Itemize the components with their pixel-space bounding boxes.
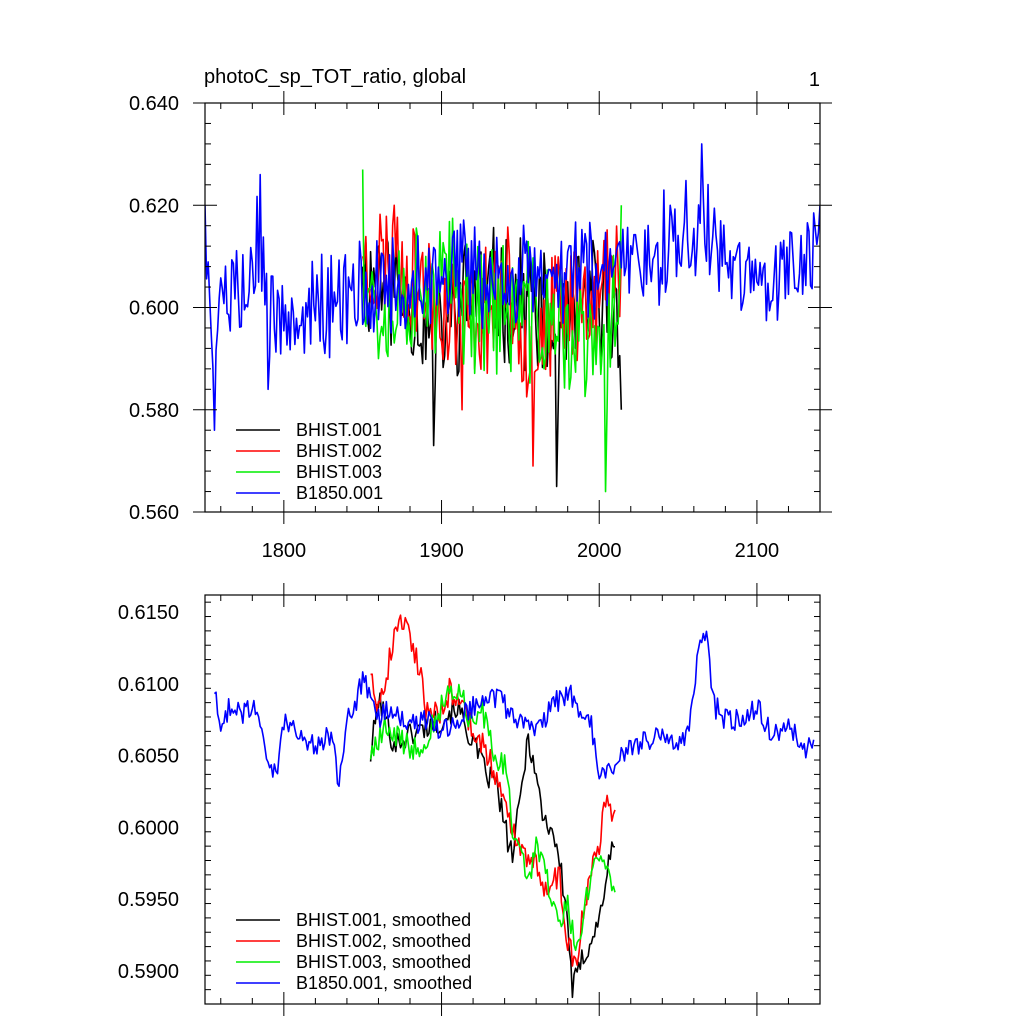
legend-label: BHIST.003 — [296, 462, 382, 482]
y-tick-label: 0.620 — [129, 195, 179, 217]
legend-label: BHIST.002, smoothed — [296, 931, 471, 951]
plot-frame — [204, 594, 821, 1005]
x-tick-label: 1900 — [419, 540, 464, 562]
series-line-4 — [213, 630, 815, 787]
y-tick-label: 0.5950 — [118, 889, 179, 911]
x-tick-label: 1800 — [262, 540, 307, 562]
legend-label: BHIST.003, smoothed — [296, 952, 471, 972]
y-tick-label: 0.640 — [129, 93, 179, 115]
x-tick-label: 2000 — [577, 540, 622, 562]
series-line-2 — [370, 614, 616, 967]
y-tick-label: 0.6050 — [118, 746, 179, 768]
series-line-4 — [205, 143, 820, 431]
y-tick-label: 0.6150 — [118, 602, 179, 624]
y-tick-label: 0.580 — [129, 400, 179, 422]
series-line-3 — [369, 683, 616, 952]
y-tick-label: 0.6100 — [118, 674, 179, 696]
page-number: 1 — [809, 69, 820, 91]
y-tick-label: 0.560 — [129, 502, 179, 524]
y-tick-label: 0.6000 — [118, 817, 179, 839]
top-panel: 1800 1900 2000 2100 0.560 0.580 0.600 0.620 0.64… — [129, 91, 832, 562]
legend-label: BHIST.001, smoothed — [296, 910, 471, 930]
y-tick-label: 0.5900 — [118, 961, 179, 983]
legend-label: B1850.001, smoothed — [296, 973, 472, 993]
chart-title: photoC_sp_TOT_ratio, global — [204, 66, 466, 88]
plot-area — [213, 614, 815, 999]
bottom-panel: 0.5900 0.5950 0.6000 0.6050 0.6100 0.6150 BHIS… — [118, 583, 821, 1016]
series-line-3 — [361, 169, 623, 493]
y-tick-label: 0.600 — [129, 298, 179, 320]
legend-label: BHIST.002 — [296, 441, 382, 461]
x-tick-label: 2100 — [735, 540, 780, 562]
plot-area — [205, 143, 820, 493]
legend-label: B1850.001 — [296, 483, 383, 503]
legend-label: BHIST.001 — [296, 420, 382, 440]
